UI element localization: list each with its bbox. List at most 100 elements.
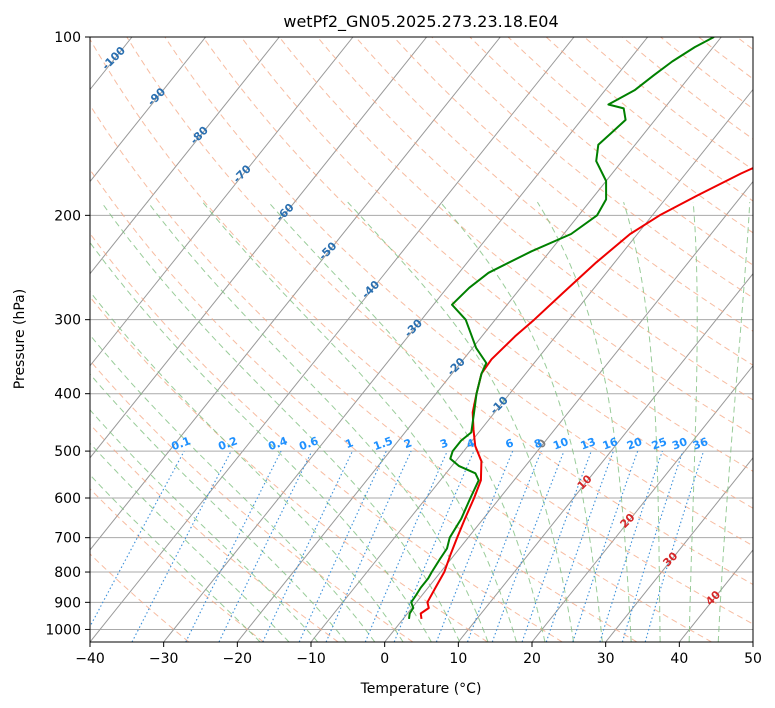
x-tick-label: −40 <box>75 651 105 667</box>
moist-adiabat <box>439 201 603 642</box>
mixing-ratio-label: 4 <box>465 436 477 451</box>
mixing-ratio-label: 10 <box>551 435 570 453</box>
mixing-ratio-line-30 <box>621 450 684 642</box>
mixing-ratio-label: 25 <box>650 435 669 452</box>
y-tick-label: 300 <box>54 313 81 329</box>
y-axis-label: Pressure (hPa) <box>12 289 28 389</box>
y-tick-label: 200 <box>54 208 81 224</box>
dry-adiabat <box>126 37 753 586</box>
dry-adiabat <box>736 37 753 50</box>
isotherm--10 <box>310 88 753 642</box>
mixing-ratio-line-25 <box>599 450 663 642</box>
isotherm-30 <box>605 457 753 642</box>
dry-adiabat <box>545 37 753 202</box>
y-tick-label: 800 <box>54 565 81 581</box>
x-tick-label: −30 <box>149 651 179 667</box>
mixing-ratio-line-0.4 <box>185 450 282 642</box>
y-axis: 100 200 300 400 500 600 700 800 900 1000 <box>45 30 90 638</box>
dry-adiabat <box>278 37 753 436</box>
x-axis: −40 −30 −20 −10 0 10 20 30 40 50 <box>75 642 762 667</box>
mixing-ratio-line-20 <box>572 450 639 642</box>
moist-adiabat <box>536 201 632 642</box>
mixing-ratio-line-2 <box>325 450 412 642</box>
y-tick-label: 600 <box>54 491 81 507</box>
mixing-ratio-line-0.6 <box>218 450 313 642</box>
dry-adiabat <box>469 37 753 266</box>
temperature-profile <box>419 166 753 620</box>
mixing-ratio-label: 1 <box>343 436 355 451</box>
isotherm-10 <box>457 272 753 642</box>
x-tick-label: −20 <box>223 651 253 667</box>
dry-adiabat <box>507 37 753 234</box>
isotherm--90 <box>90 37 207 183</box>
mixing-ratio-line-4 <box>393 450 475 642</box>
mixing-ratio-label: 6 <box>504 436 516 451</box>
isotherm--110 <box>0 37 58 642</box>
mixing-ratio-label: 1.5 <box>372 434 395 453</box>
moist-adiabat <box>90 409 319 642</box>
isotherm--40 <box>90 37 575 642</box>
x-tick-label: 40 <box>670 651 688 667</box>
moist-adiabats <box>90 201 751 642</box>
dry-adiabat <box>90 553 190 642</box>
isotherm-label: -100 <box>99 44 128 73</box>
mixing-ratio-label: 36 <box>691 435 710 453</box>
x-tick-label: 30 <box>597 651 615 667</box>
mixing-ratio-line-1 <box>262 450 353 642</box>
x-tick-label: 20 <box>523 651 541 667</box>
moist-adiabat <box>90 290 404 642</box>
mixing-ratio-label: 30 <box>670 435 689 453</box>
moist-adiabat <box>347 201 575 642</box>
mixing-ratio-label: 0.6 <box>297 434 320 453</box>
plot-frame <box>89 36 754 643</box>
x-axis-label: Temperature (°C) <box>360 681 482 697</box>
mixing-ratio-label: 0.2 <box>217 434 240 453</box>
dry-adiabat <box>90 488 264 642</box>
mixing-ratio-label: 3 <box>438 436 450 451</box>
mixing-ratio-label: 2 <box>402 436 414 451</box>
mixing-ratio-label: 16 <box>601 435 620 453</box>
dry-adiabat <box>90 104 712 642</box>
mixing-ratio-label: 0.1 <box>170 434 193 453</box>
isotherm--30 <box>163 37 649 642</box>
sounding-profiles <box>408 37 753 620</box>
mixing-ratio-line-36 <box>644 450 705 642</box>
moist-adiabat <box>623 201 661 642</box>
y-tick-label: 100 <box>54 30 81 46</box>
isotherm-20 <box>531 364 753 642</box>
isotherm--50 <box>90 37 501 551</box>
dry-adiabat <box>240 37 753 472</box>
dry-adiabat <box>355 37 753 366</box>
x-tick-label: 0 <box>380 651 389 667</box>
y-tick-label: 400 <box>54 387 81 403</box>
moist-adiabat <box>717 202 751 642</box>
y-tick-label: 900 <box>54 595 81 611</box>
grid-lines <box>0 37 753 642</box>
dry-adiabat <box>317 37 753 401</box>
mixing-ratio-label: 20 <box>625 435 644 453</box>
isotherm-0 <box>384 180 753 642</box>
moist-adiabat <box>90 334 376 642</box>
dry-adiabat <box>90 423 339 642</box>
dry-adiabat <box>202 37 753 509</box>
isotherm-50 <box>752 641 753 642</box>
mixing-ratio-label: 0.4 <box>267 434 290 453</box>
moist-adiabat <box>147 201 489 642</box>
mixing-ratio-line-3 <box>364 450 448 642</box>
dry-adiabat <box>164 37 753 547</box>
dewpoint-profile <box>408 37 715 620</box>
isotherm--20 <box>236 37 722 642</box>
isotherm--70 <box>90 37 354 367</box>
dry-adiabat <box>90 232 563 642</box>
moist-adiabat <box>90 373 347 642</box>
x-tick-label: 10 <box>449 651 467 667</box>
mixing-ratio-labels: 0.1 0.2 0.4 0.6 1 1.5 2 3 4 6 8 10 13 16 20 25 30 36 <box>170 434 711 453</box>
mixing-ratio-line-16 <box>545 450 614 642</box>
y-tick-label: 500 <box>54 444 81 460</box>
moist-adiabat <box>100 201 461 642</box>
y-tick-label: 700 <box>54 531 81 547</box>
moist-adiabat <box>688 202 698 642</box>
isotherm--60 <box>90 37 428 459</box>
mixing-ratio-line-1.5 <box>298 450 387 642</box>
